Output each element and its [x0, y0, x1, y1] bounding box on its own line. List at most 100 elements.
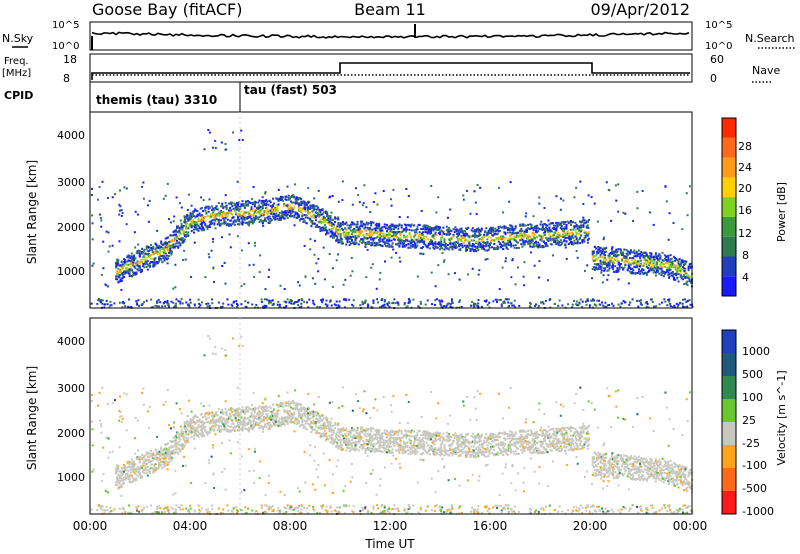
power-scatter-point [113, 302, 116, 305]
power-point [520, 227, 523, 230]
power-scatter-point [514, 283, 517, 286]
power-scatter-point [510, 276, 513, 279]
power-point [207, 205, 210, 208]
power-point [326, 218, 329, 221]
power-point [666, 261, 669, 264]
power-point [608, 264, 611, 267]
power-point [334, 234, 337, 237]
power-scatter-point [517, 266, 519, 269]
power-point [185, 225, 188, 228]
power-point [460, 242, 463, 245]
power-point [628, 266, 631, 269]
power-scatter-point [492, 300, 495, 303]
power-point [658, 260, 661, 263]
power-scatter-point [359, 304, 362, 307]
power-point [234, 206, 237, 209]
velocity-point [155, 458, 158, 461]
power-point [546, 238, 549, 241]
power-point [430, 229, 432, 232]
power-point [186, 217, 189, 220]
power-scatter-point [212, 238, 214, 241]
power-point [312, 213, 315, 216]
power-scatter-point [508, 200, 511, 203]
power-point [127, 259, 130, 262]
power-point [557, 224, 560, 227]
power-scatter-point [168, 218, 170, 221]
power-point [126, 260, 129, 263]
power-point [398, 230, 401, 233]
power-point [302, 207, 305, 210]
power-scatter-point [148, 199, 151, 202]
power-point [380, 228, 383, 231]
power-point [311, 206, 314, 209]
power-point [553, 234, 555, 237]
power-scatter-point [603, 236, 606, 239]
power-point [619, 252, 622, 255]
power-point [302, 218, 305, 221]
power-point [667, 257, 670, 259]
power-point [358, 227, 361, 230]
power-point [247, 203, 250, 206]
power-point [279, 199, 282, 201]
power-point [128, 259, 131, 262]
power-point [332, 223, 335, 226]
power-point [485, 245, 488, 248]
power-point [675, 272, 678, 275]
power-point [421, 232, 423, 235]
power-point [241, 223, 244, 226]
power-scatter-point [222, 302, 225, 305]
power-point [258, 199, 261, 202]
power-point [630, 263, 632, 266]
power-scatter-point [686, 299, 689, 302]
power-point [392, 228, 395, 231]
power-point [200, 218, 203, 221]
power-point [266, 213, 269, 216]
power-point [185, 227, 188, 230]
power-scatter-point [557, 304, 560, 307]
power-scatter-point [403, 302, 406, 304]
power-point [255, 209, 257, 212]
power-point [436, 228, 439, 231]
velocity-point [154, 449, 157, 452]
velocity-point [117, 481, 120, 484]
power-point [235, 208, 238, 211]
power-point [418, 231, 421, 234]
power-scatter-point [203, 148, 206, 151]
power-point [446, 228, 449, 231]
velocity-point [137, 468, 140, 471]
power-point [478, 231, 481, 234]
power-point [134, 267, 137, 270]
power-point [562, 233, 565, 236]
velocity-point [137, 475, 140, 478]
power-point [265, 210, 268, 213]
power-scatter-point [364, 246, 367, 248]
power-point [393, 231, 396, 234]
power-scatter-point [103, 303, 106, 306]
power-scatter-point [164, 305, 167, 308]
power-point [439, 248, 441, 251]
power-point [164, 237, 167, 240]
velocity-point [182, 430, 185, 433]
velocity-point [151, 453, 154, 456]
power-scatter-point [584, 269, 586, 272]
power-point [129, 274, 132, 277]
power-scatter-point [553, 303, 556, 305]
power-point [436, 226, 439, 229]
power-point [392, 225, 395, 228]
power-point [503, 242, 506, 245]
velocity-point [240, 409, 243, 412]
power-point [512, 232, 515, 235]
power-point [343, 222, 346, 225]
power-point [119, 264, 122, 267]
power-point [150, 246, 153, 249]
power-point [483, 241, 486, 244]
power-point [155, 246, 158, 249]
power-scatter-point [261, 196, 264, 199]
power-point [172, 245, 175, 248]
power-point [120, 279, 123, 282]
power-point [434, 242, 437, 245]
power-scatter-point [394, 302, 397, 305]
power-point [176, 235, 178, 238]
power-scatter-point [593, 202, 596, 205]
power-scatter-point [138, 304, 141, 307]
